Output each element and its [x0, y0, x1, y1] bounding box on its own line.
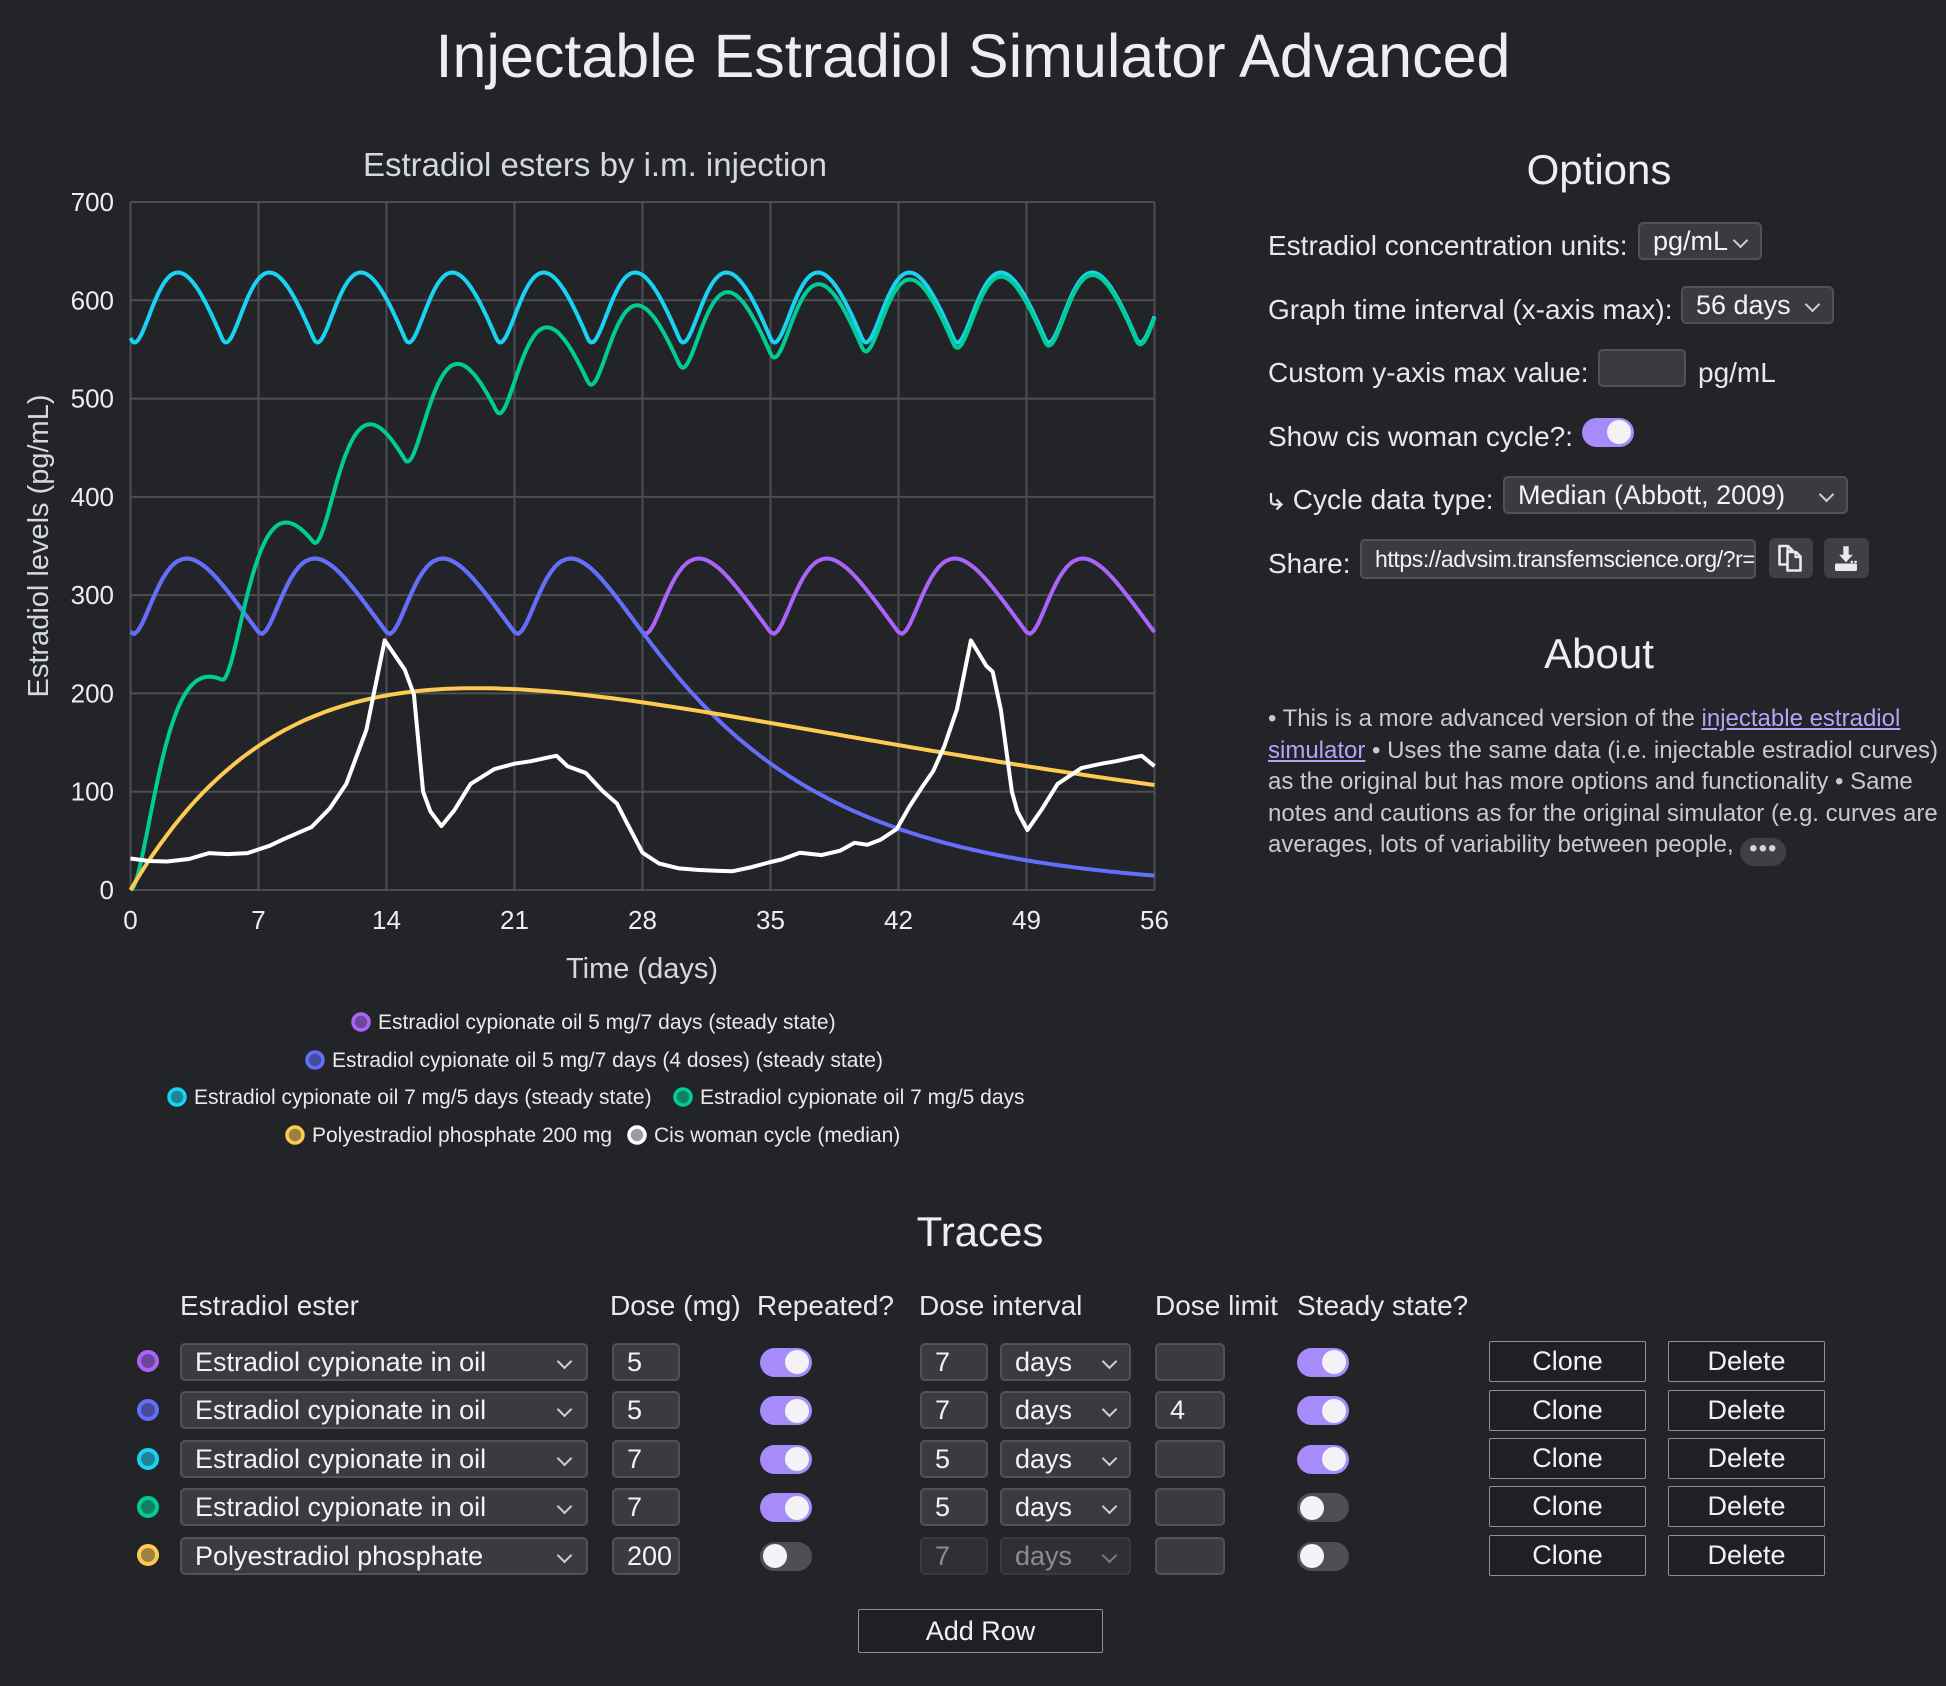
svg-text:Estradiol levels (pg/mL): Estradiol levels (pg/mL) — [23, 395, 55, 698]
svg-text:Time (days): Time (days) — [566, 953, 718, 985]
svg-text:300: 300 — [71, 580, 114, 610]
svg-text:56: 56 — [1140, 905, 1169, 935]
svg-text:400: 400 — [71, 482, 114, 512]
svg-text:49: 49 — [1012, 905, 1041, 935]
svg-text:21: 21 — [500, 905, 529, 935]
svg-text:Estradiol esters by i.m. injec: Estradiol esters by i.m. injection — [363, 146, 827, 183]
svg-text:Polyestradiol phosphate 200 mg: Polyestradiol phosphate 200 mg — [312, 1124, 612, 1147]
svg-text:Estradiol cypionate oil 5 mg/7: Estradiol cypionate oil 5 mg/7 days (4 d… — [332, 1049, 883, 1072]
svg-text:500: 500 — [71, 384, 114, 414]
svg-text:Estradiol cypionate oil 7 mg/5: Estradiol cypionate oil 7 mg/5 days (ste… — [194, 1086, 652, 1109]
svg-text:7: 7 — [251, 905, 265, 935]
svg-text:100: 100 — [71, 777, 114, 807]
svg-text:28: 28 — [628, 905, 657, 935]
svg-text:Estradiol cypionate oil 5 mg/7: Estradiol cypionate oil 5 mg/7 days (ste… — [378, 1011, 836, 1034]
svg-text:14: 14 — [372, 905, 401, 935]
svg-text:35: 35 — [756, 905, 785, 935]
svg-text:700: 700 — [71, 187, 114, 217]
svg-text:200: 200 — [71, 678, 114, 708]
svg-text:Estradiol cypionate oil 7 mg/5: Estradiol cypionate oil 7 mg/5 days — [700, 1086, 1025, 1109]
svg-text:0: 0 — [123, 905, 137, 935]
svg-text:600: 600 — [71, 285, 114, 315]
svg-text:42: 42 — [884, 905, 913, 935]
svg-text:Cis woman cycle (median): Cis woman cycle (median) — [654, 1124, 900, 1147]
svg-text:0: 0 — [100, 875, 114, 905]
